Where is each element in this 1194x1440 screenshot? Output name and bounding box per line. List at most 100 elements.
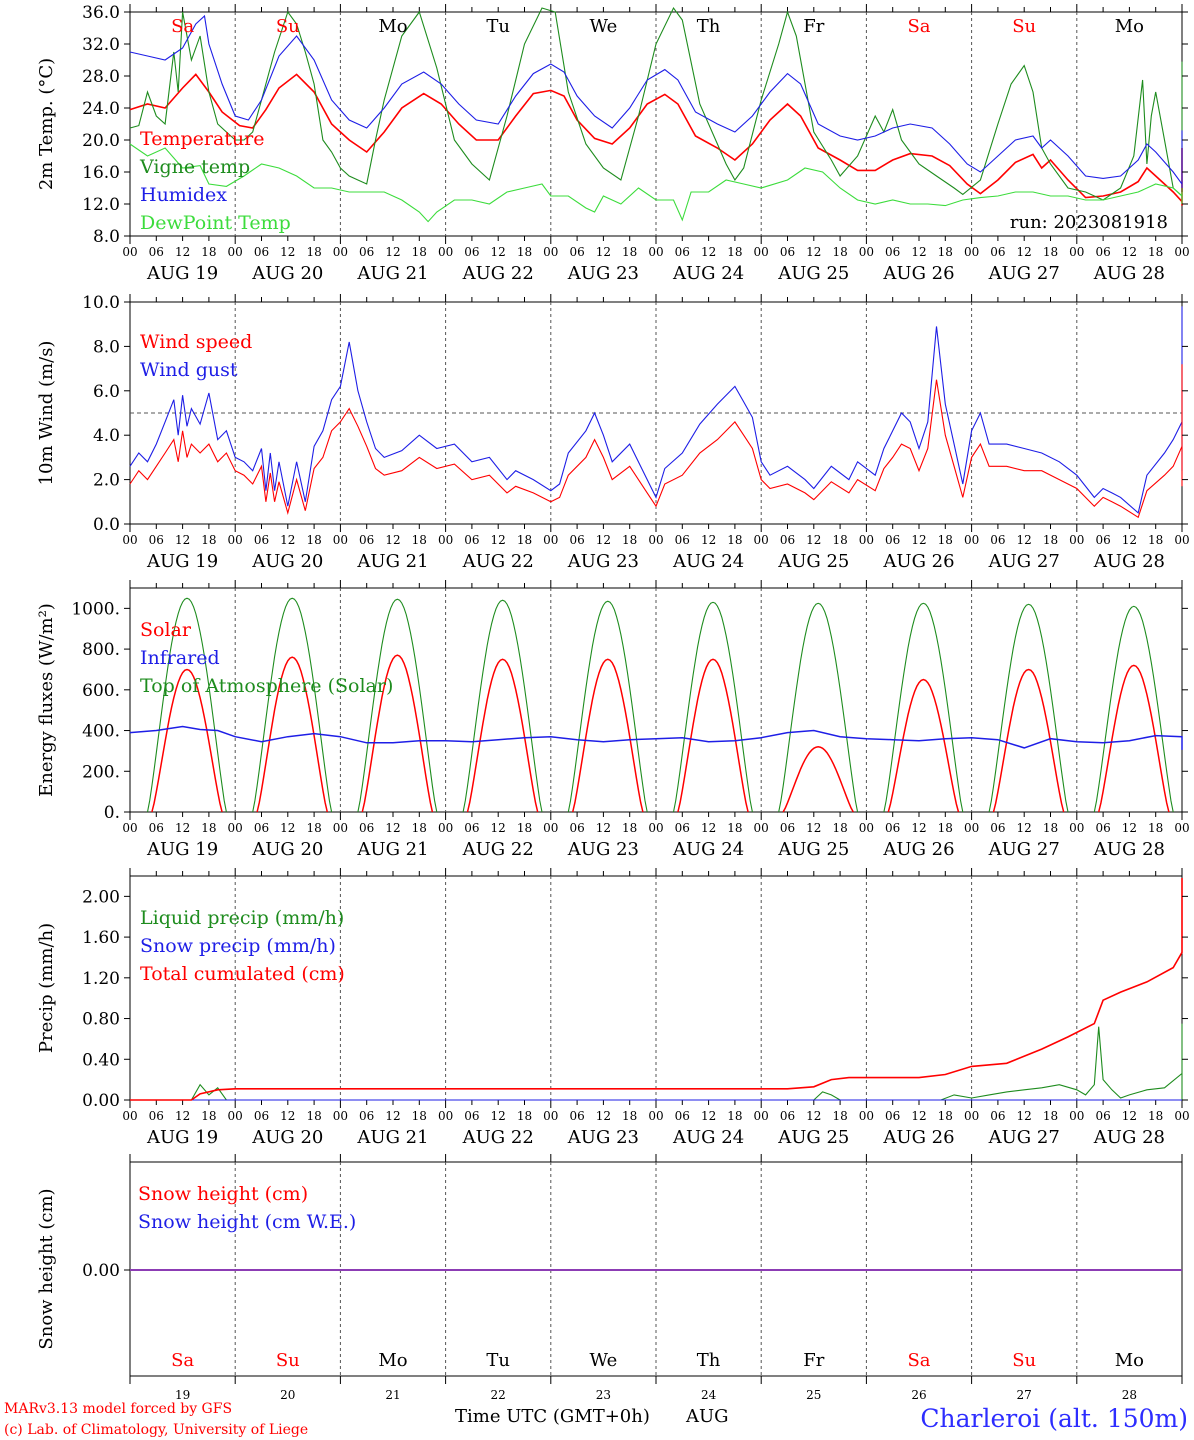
series-line-wind-gust <box>129 306 1183 514</box>
legend-entry: Top of Atmosphere (Solar) <box>140 675 393 697</box>
hour-tick-label: 12 <box>806 1109 821 1123</box>
date-label: AUG 19 <box>146 263 218 284</box>
series-line-toa-solar <box>567 600 648 813</box>
hour-tick-label: 18 <box>622 821 637 835</box>
hour-tick-label: 12 <box>701 821 716 835</box>
day-number-label: 22 <box>491 1388 506 1402</box>
y-tick-label: 6.0 <box>93 382 120 402</box>
date-label: AUG 23 <box>567 263 639 284</box>
hour-tick-label: 18 <box>622 245 637 259</box>
hour-tick-label: 12 <box>385 1109 400 1123</box>
hour-tick-label: 12 <box>491 1109 506 1123</box>
hour-tick-label: 06 <box>149 533 164 547</box>
date-label: AUG 22 <box>462 551 534 572</box>
date-label: AUG 19 <box>146 551 218 572</box>
series-line-infrared <box>129 725 1183 750</box>
hour-tick-label: 18 <box>1148 533 1163 547</box>
lab-credit: (c) Lab. of Climatology, University of L… <box>4 1422 308 1438</box>
date-label: AUG 20 <box>251 1127 323 1148</box>
hour-tick-label: 00 <box>754 1109 769 1123</box>
hour-tick-label: 00 <box>1174 821 1189 835</box>
hour-tick-label: 00 <box>859 245 874 259</box>
hour-tick-label: 06 <box>780 1109 795 1123</box>
y-tick-label: 2.00 <box>82 887 120 907</box>
hour-tick-label: 06 <box>254 245 269 259</box>
y-tick-label: 2.0 <box>93 471 120 491</box>
hour-tick-label: 18 <box>306 245 321 259</box>
date-label: AUG 27 <box>988 551 1060 572</box>
legend-entry: Wind speed <box>140 331 252 353</box>
hour-tick-label: 00 <box>333 533 348 547</box>
hour-tick-label: 18 <box>517 245 532 259</box>
hour-tick-label: 00 <box>333 245 348 259</box>
y-tick-label: 0.00 <box>82 1091 120 1111</box>
series-line-toa-solar <box>778 602 859 813</box>
hour-tick-label: 00 <box>859 533 874 547</box>
hour-tick-label: 18 <box>412 245 427 259</box>
hour-tick-label: 06 <box>359 821 374 835</box>
day-number-label: 20 <box>280 1388 295 1402</box>
hour-tick-label: 06 <box>780 533 795 547</box>
hour-tick-label: 12 <box>806 245 821 259</box>
series-line-toa-solar <box>146 597 227 813</box>
hour-tick-label: 00 <box>333 821 348 835</box>
hour-tick-label: 00 <box>1174 533 1189 547</box>
date-label: AUG 26 <box>882 263 954 284</box>
month-label: AUG <box>685 1406 729 1427</box>
weekday-label: Th <box>697 1350 721 1371</box>
hour-tick-label: 18 <box>832 821 847 835</box>
hour-tick-label: 06 <box>990 245 1005 259</box>
day-number-label: 27 <box>1017 1388 1032 1402</box>
legend-entry: Wind gust <box>140 359 238 381</box>
date-label: AUG 25 <box>777 263 849 284</box>
hour-tick-label: 00 <box>543 533 558 547</box>
hour-tick-label: 06 <box>990 821 1005 835</box>
weekday-label: Su <box>1012 1350 1036 1371</box>
weekday-label: Th <box>697 16 721 37</box>
weekday-label: Mo <box>1115 16 1144 37</box>
weekday-label: Sa <box>171 16 194 37</box>
date-label: AUG 23 <box>567 1127 639 1148</box>
hour-tick-label: 18 <box>201 245 216 259</box>
hour-tick-label: 12 <box>175 1109 190 1123</box>
hour-tick-label: 18 <box>832 245 847 259</box>
date-label: AUG 20 <box>251 263 323 284</box>
series-line-total-cumulated-cm- <box>130 878 1183 1101</box>
series-line-solar <box>887 678 960 813</box>
hour-tick-label: 18 <box>201 533 216 547</box>
run-annotation: run: 2023081918 <box>1010 212 1168 233</box>
date-label: AUG 21 <box>356 551 428 572</box>
weekday-label: Su <box>276 16 300 37</box>
date-label: AUG 25 <box>777 1127 849 1148</box>
hour-tick-label: 12 <box>1122 1109 1137 1123</box>
hour-tick-label: 00 <box>228 1109 243 1123</box>
series-line-toa-solar <box>988 603 1069 813</box>
hour-tick-label: 12 <box>280 821 295 835</box>
hour-tick-label: 00 <box>228 533 243 547</box>
hour-tick-label: 12 <box>385 533 400 547</box>
y-tick-label: 1000. <box>71 599 120 619</box>
y-axis-label: 2m Temp. (°C) <box>36 58 57 190</box>
hour-tick-label: 00 <box>543 1109 558 1123</box>
legend-entry: DewPoint Temp <box>140 212 291 234</box>
weekday-label: Su <box>276 1350 300 1371</box>
hour-tick-label: 06 <box>569 533 584 547</box>
day-number-label: 25 <box>806 1388 821 1402</box>
hour-tick-label: 12 <box>806 533 821 547</box>
date-label: AUG 19 <box>146 1127 218 1148</box>
hour-tick-label: 06 <box>990 1109 1005 1123</box>
series-line-temperature <box>129 73 1183 206</box>
day-number-label: 26 <box>911 1388 926 1402</box>
hour-tick-label: 06 <box>990 533 1005 547</box>
hour-tick-label: 00 <box>1174 1109 1189 1123</box>
hour-tick-label: 06 <box>464 1109 479 1123</box>
hour-tick-label: 18 <box>727 821 742 835</box>
hour-tick-label: 18 <box>622 533 637 547</box>
series-line-toa-solar <box>1093 605 1174 813</box>
y-tick-label: 600. <box>82 681 120 701</box>
hour-tick-label: 06 <box>1095 1109 1110 1123</box>
weekday-label: Sa <box>907 1350 930 1371</box>
hour-tick-label: 12 <box>911 1109 926 1123</box>
series-line-wind-speed <box>129 364 1183 519</box>
y-tick-label: 12.0 <box>82 195 120 215</box>
